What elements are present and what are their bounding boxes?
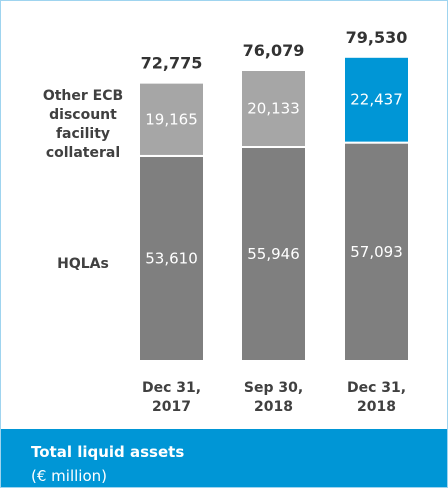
value-label: 57,093 [350,243,403,261]
footer-title: Total liquid assets [31,443,185,461]
bar-segment [343,55,410,144]
footer-subtitle: (€ million) [31,467,107,485]
x-tick-label: Dec 31, 2018 [346,380,407,415]
bar-segment [138,81,205,157]
value-label: 53,610 [145,249,198,267]
x-tick-label: Dec 31, 2017 [141,380,202,415]
value-label: 22,437 [350,91,403,109]
total-label: 72,775 [141,54,203,73]
value-label: 20,133 [247,100,300,118]
total-label: 76,079 [243,41,305,60]
series-label: HQLAs [57,255,109,272]
bar-segment [343,141,410,362]
value-label: 19,165 [145,110,198,128]
plot: 53,610 19,165 72,775 55,946 20,133 76,079 57,0… [138,28,410,362]
value-label: 55,946 [247,245,300,263]
bar-segment [240,68,307,149]
total-label: 79,530 [346,28,408,47]
bar-segment [138,154,205,362]
series-label: Other ECB discount facility collateral [42,88,124,162]
footer: Total liquid assets (€ million) [1,429,447,487]
x-tick-label: Sep 30, 2018 [243,380,304,415]
